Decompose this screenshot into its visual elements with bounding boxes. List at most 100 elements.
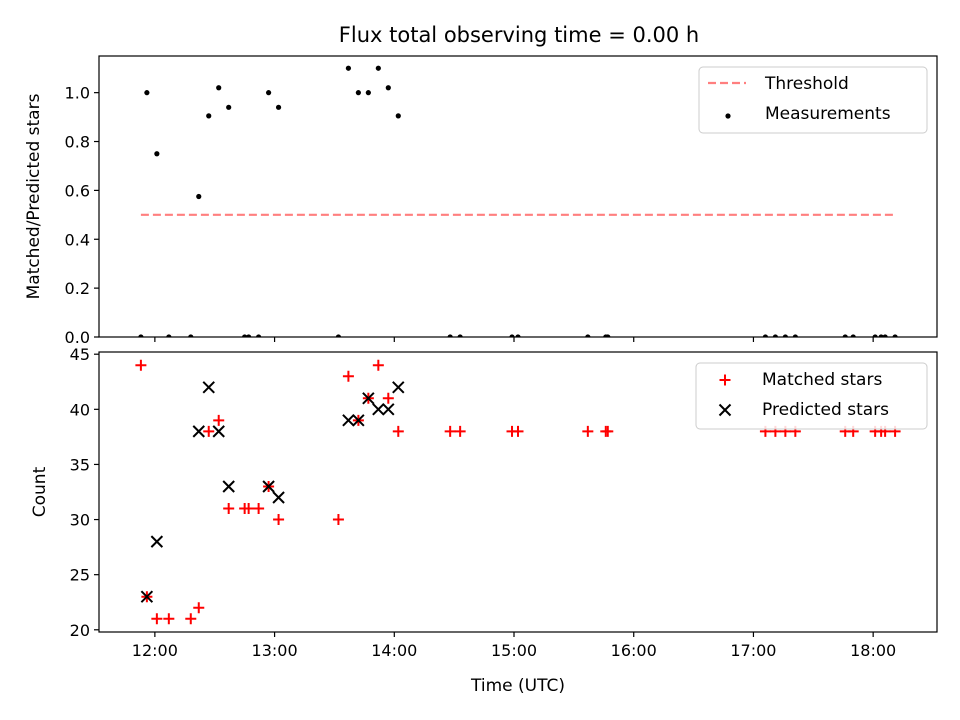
top-series-measurements-point [275,104,282,110]
bottom-x-tick-label: 18:00 [850,641,896,660]
top-series-measurements-point [850,334,856,337]
top-series-measurements-point [882,334,888,337]
bottom-x-tick-label: 15:00 [491,641,537,660]
top-y-axis-label: Matched/Predicted stars [24,93,44,299]
bottom-series-predicted-stars-point [392,381,405,394]
top-series-measurements-point [782,334,788,337]
top-series-measurements-point [335,334,342,337]
bottom-y-tick-label: 35 [70,455,90,474]
bottom-y-tick-label: 25 [70,566,90,585]
bottom-legend-predicted-stars-label: Predicted stars [762,400,889,420]
bottom-legend-matched-stars-swatch [719,374,731,386]
top-series-measurements-point [166,334,172,337]
bottom-legend-matched-stars-label: Matched stars [762,370,882,390]
top-series-measurements-point [265,90,272,96]
bottom-x-tick-label: 12:00 [132,641,178,660]
top-plot-area [138,65,898,337]
top-legend-box [698,66,928,134]
top-series-measurements-point [457,334,463,337]
bottom-series-predicted-stars-point [362,392,375,405]
top-series-measurements-point [246,334,252,337]
top-series-measurements-point [792,334,798,337]
bottom-y-tick-label: 20 [70,621,90,640]
top-panel: 0.0 0.2 0.4 0.6 0.8 1.0 Matched/Predicted star… [24,55,938,347]
top-series-measurements-point [762,334,769,337]
bottom-series-predicted-stars-point [352,414,365,427]
bottom-y-tick-label: 45 [70,345,90,364]
bottom-series-matched-stars-point [444,425,456,437]
top-series-measurements-point [355,90,361,96]
bottom-series-predicted-stars-point [202,381,215,394]
bottom-x-tick-label: 13:00 [252,641,298,660]
top-series-measurements-point [842,334,848,337]
top-series-measurements-point [206,113,212,119]
bottom-series-matched-stars-point [185,613,197,625]
bottom-series-matched-stars-point [392,425,404,437]
bottom-series-matched-stars-point [213,414,225,426]
top-series-measurements-point [154,151,160,157]
bottom-series-predicted-stars-point [150,535,164,548]
top-series-measurements-point [365,90,371,96]
bottom-series-matched-stars-point [203,425,215,437]
top-legend-measurements-label: Measurements [765,104,891,124]
bottom-series-matched-stars-point [382,392,394,404]
bottom-series-matched-stars-point [342,370,354,382]
bottom-series-matched-stars-point [223,503,235,515]
bottom-y-tick-label: 40 [70,400,90,419]
bottom-series-matched-stars-point [454,425,466,437]
bottom-axes-frame [98,351,938,633]
bottom-legend-predicted-stars-swatch [718,403,732,417]
bottom-series-predicted-stars-point [382,403,395,416]
top-legend-measurements-swatch [725,113,731,119]
top-series-measurements-point [216,85,222,91]
bottom-series-matched-stars-point [512,425,524,437]
bottom-x-tick-label: 16:00 [611,641,657,660]
top-series-measurements-point [515,334,521,337]
top-series-measurements-point [385,85,391,91]
top-series-measurements-point [188,334,194,337]
top-series-measurements-point [242,334,248,337]
top-series-measurements-point [585,334,591,337]
top-y-tick-label: 0.4 [65,230,90,249]
bottom-legend: Matched stars Predicted stars [695,362,928,430]
bottom-series-matched-stars-point [253,503,265,515]
top-series-measurements-point [375,65,381,71]
top-y-tick-label: 0.6 [65,181,90,200]
top-axes-frame [98,55,938,338]
bottom-series-matched-stars-point [151,613,163,625]
bottom-x-tick-label: 17:00 [730,641,776,660]
top-series-measurements-point [772,334,778,337]
bottom-series-matched-stars-point [193,602,205,614]
bottom-y-tick-label: 30 [70,511,90,530]
top-y-tick-label: 0.0 [65,328,90,347]
top-series-measurements-point [878,334,884,337]
bottom-panel: 12:00 13:00 14:00 15:00 16:00 17:00 18:00 20 25 3… [30,345,938,696]
top-series-measurements-point [509,334,515,337]
bottom-series-predicted-stars-point [272,491,285,504]
bottom-series-predicted-stars-point [372,403,385,416]
bottom-series-matched-stars-point [372,359,384,371]
top-series-measurements-point [605,334,611,337]
bottom-series-matched-stars-point [582,425,594,437]
bottom-series-matched-stars-point [243,503,255,515]
bottom-series-matched-stars-point [163,613,175,625]
top-series-measurements-point [256,334,262,337]
top-y-tick-label: 1.0 [65,84,90,103]
top-y-tick-label: 0.8 [65,133,90,152]
top-y-tick-label: 0.2 [65,279,90,298]
bottom-series-predicted-stars-point [212,425,225,438]
bottom-legend-box [695,362,928,430]
top-series-measurements-point [226,104,232,110]
bottom-series-predicted-stars-point [222,480,235,493]
bottom-x-axis-label: Time (UTC) [470,676,565,696]
bottom-series-matched-stars-point [135,359,147,371]
top-series-measurements-point [395,113,401,119]
bottom-x-tick-label: 14:00 [371,641,417,660]
bottom-series-matched-stars-point [332,514,344,526]
bottom-y-axis-label: Count [30,466,50,517]
bottom-series-matched-stars-point [602,425,614,437]
top-series-measurements-point [144,90,150,96]
top-legend-threshold-label: Threshold [764,74,849,94]
top-series-measurements-point [447,334,453,337]
top-series-measurements-point [196,193,202,200]
